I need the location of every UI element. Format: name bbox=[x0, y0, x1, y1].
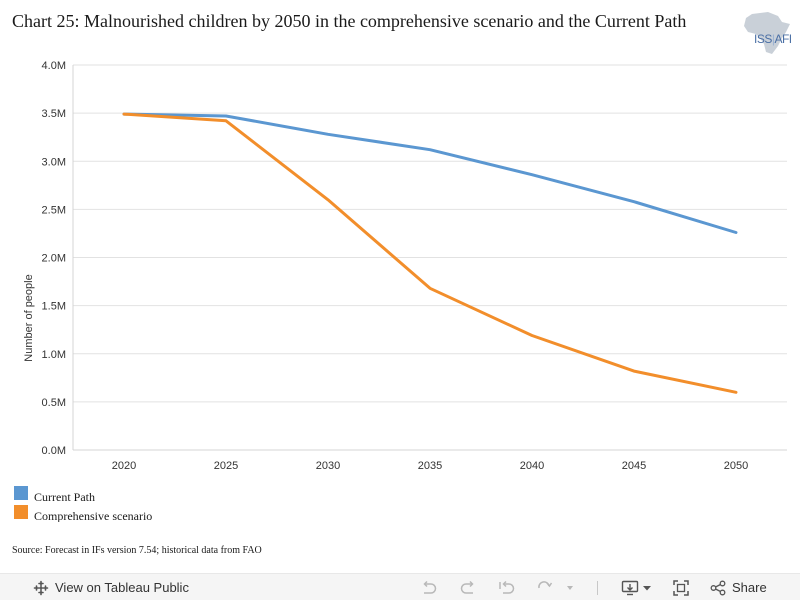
view-on-tableau-button[interactable]: View on Tableau Public bbox=[33, 574, 189, 600]
legend-swatch-current-path bbox=[14, 486, 28, 500]
y-tick-label: 0.0M bbox=[42, 445, 66, 457]
logo-text-right: AFI bbox=[774, 32, 792, 46]
tableau-logo-icon bbox=[33, 580, 49, 595]
toolbar-divider bbox=[597, 581, 598, 595]
series-line-current-path[interactable] bbox=[122, 112, 738, 234]
download-button[interactable] bbox=[621, 574, 652, 600]
undo-icon bbox=[423, 580, 437, 594]
x-tick-label: 2050 bbox=[724, 460, 748, 472]
legend-item-current-path[interactable]: Current Path bbox=[14, 484, 214, 504]
fullscreen-button[interactable] bbox=[672, 574, 690, 600]
share-button[interactable]: Share bbox=[710, 574, 767, 600]
africa-map-icon bbox=[744, 12, 790, 54]
line-chart: 0.0M 0.5M 1.0M 1.5M 2.0M 2.5M 3.0M 3.5M 4.0M 202… bbox=[23, 60, 787, 472]
tableau-toolbar: View on Tableau Public bbox=[0, 573, 800, 600]
x-tick-label: 2020 bbox=[112, 460, 136, 472]
chevron-down-icon bbox=[567, 585, 573, 590]
y-tick-label: 2.0M bbox=[42, 253, 66, 265]
refresh-icon bbox=[538, 580, 553, 588]
legend-item-comprehensive-scenario[interactable]: Comprehensive scenario bbox=[14, 503, 214, 522]
y-tick-label: 1.0M bbox=[42, 349, 66, 361]
x-tick-label: 2030 bbox=[316, 460, 340, 472]
x-tick-label: 2040 bbox=[520, 460, 544, 472]
redo-button[interactable] bbox=[459, 574, 477, 600]
y-axis-label: Number of people bbox=[23, 274, 35, 361]
x-axis: 2020 2025 2030 2035 2040 2045 2050 bbox=[73, 449, 787, 472]
y-tick-label: 4.0M bbox=[42, 60, 66, 72]
revert-button[interactable] bbox=[498, 574, 516, 600]
undo-button[interactable] bbox=[420, 574, 438, 600]
y-tick-label: 2.5M bbox=[42, 204, 66, 216]
y-tick-label: 0.5M bbox=[42, 397, 66, 409]
fullscreen-icon bbox=[673, 579, 689, 596]
series-lines bbox=[122, 112, 738, 394]
source-note: Source: Forecast in IFs version 7.54; hi… bbox=[12, 545, 262, 556]
x-tick-label: 2035 bbox=[418, 460, 442, 472]
view-on-tableau-label: View on Tableau Public bbox=[55, 580, 189, 595]
legend-label-comprehensive-scenario: Comprehensive scenario bbox=[34, 509, 153, 522]
download-icon bbox=[621, 580, 639, 595]
legend-label-current-path: Current Path bbox=[34, 490, 95, 504]
logo-text-left: ISS bbox=[754, 32, 772, 46]
share-icon bbox=[710, 580, 726, 595]
y-tick-label: 3.5M bbox=[42, 108, 66, 120]
x-tick-label: 2025 bbox=[214, 460, 238, 472]
y-tick-label: 1.5M bbox=[42, 301, 66, 313]
gridlines bbox=[73, 64, 787, 451]
y-tick-label: 3.0M bbox=[42, 156, 66, 168]
revert-icon bbox=[499, 580, 515, 594]
y-axis: 0.0M 0.5M 1.0M 1.5M 2.0M 2.5M 3.0M 3.5M 4.0M bbox=[42, 60, 74, 457]
series-line-comprehensive-scenario[interactable] bbox=[122, 112, 738, 394]
refresh-dropdown-button[interactable] bbox=[566, 574, 574, 600]
chart-title: Chart 25: Malnourished children by 2050 … bbox=[12, 11, 687, 31]
chevron-down-icon bbox=[643, 585, 651, 590]
legend-swatch-comprehensive-scenario bbox=[14, 505, 28, 519]
x-tick-label: 2045 bbox=[622, 460, 646, 472]
redo-icon bbox=[460, 580, 474, 594]
refresh-button[interactable] bbox=[536, 574, 554, 600]
logo-text: ISS|AFI bbox=[754, 32, 792, 46]
share-label: Share bbox=[732, 580, 767, 595]
